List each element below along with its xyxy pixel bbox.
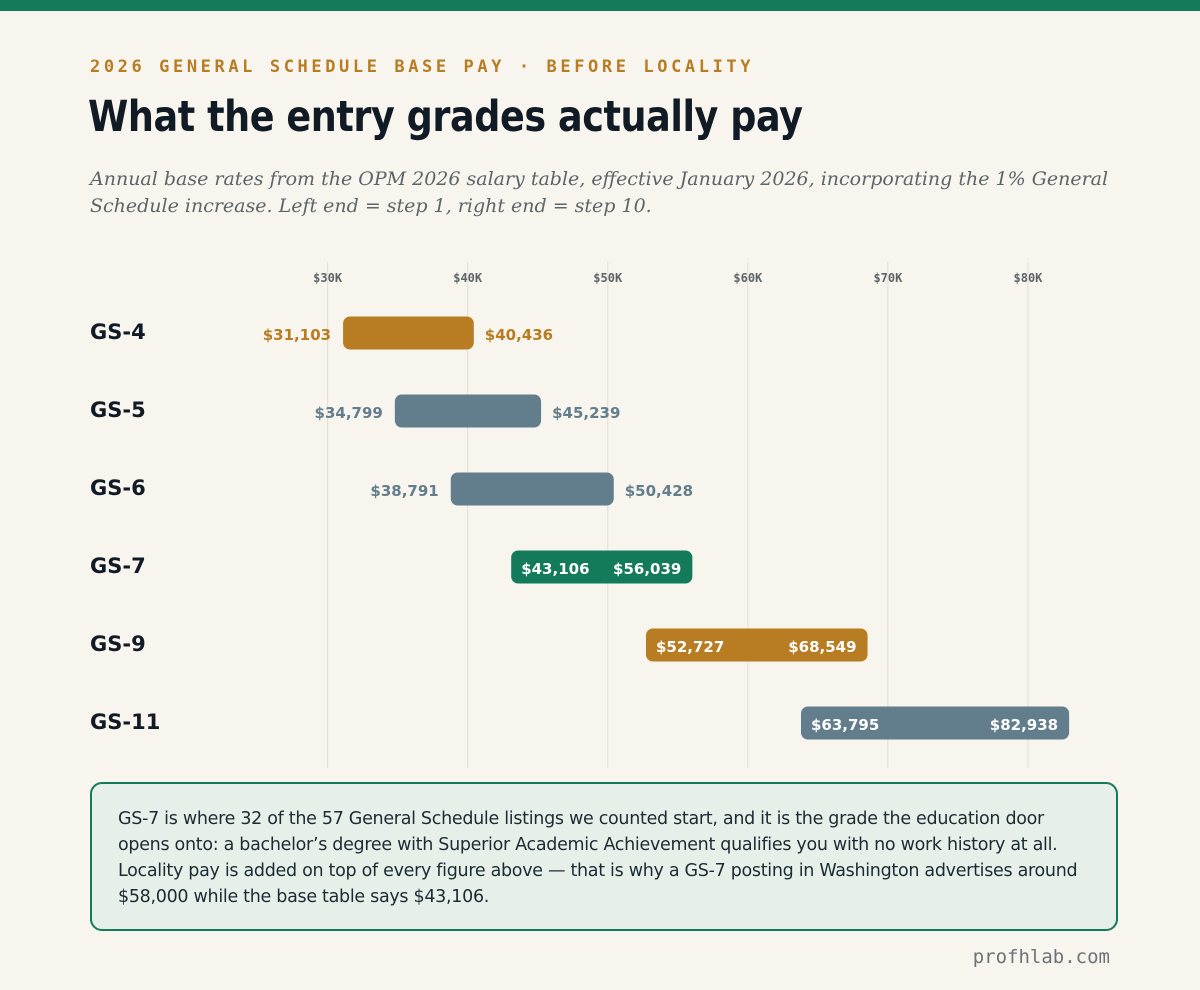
bars: GS-4 $31,103 $40,436 GS-5 $34,799 $45,239 GS-6…: [90, 316, 1070, 740]
step1-value-label: $38,791: [370, 482, 438, 500]
x-tick-label: $30K: [313, 271, 343, 285]
grade-label: GS-7: [90, 554, 146, 578]
page-title: What the entry grades actually pay: [88, 92, 803, 142]
bar-row: GS-7 $43,106 $56,039: [90, 550, 693, 584]
range-bar: [450, 472, 614, 506]
step1-value-label: $31,103: [263, 326, 331, 344]
callout-note: GS-7 is where 32 of the 57 General Sched…: [90, 782, 1118, 931]
bar-row: GS-4 $31,103 $40,436: [90, 316, 553, 350]
range-bar: [645, 628, 868, 662]
bar-row: GS-9 $52,727 $68,549: [90, 628, 868, 662]
footer-site-link[interactable]: profhlab.com: [972, 946, 1110, 968]
step10-value-label: $45,239: [552, 404, 620, 422]
range-bar: [394, 394, 542, 428]
top-accent-bar: [0, 0, 1200, 11]
range-bar: [800, 706, 1070, 740]
x-tick-label: $60K: [733, 271, 763, 285]
range-bar: [511, 550, 693, 584]
bar-row: GS-6 $38,791 $50,428: [90, 472, 693, 506]
bar-row: GS-5 $34,799 $45,239: [90, 394, 620, 428]
range-bar-chart: $30K $40K $50K $60K $70K $80K GS-4 $31,103 $40,…: [90, 262, 1070, 768]
chart-subtitle: Annual base rates from the OPM 2026 sala…: [90, 168, 1109, 217]
grade-label: GS-4: [90, 320, 146, 344]
grade-label: GS-6: [90, 476, 146, 500]
range-bar: [343, 316, 474, 350]
step10-value-label: $68,549: [788, 638, 856, 656]
grade-label: GS-5: [90, 398, 146, 422]
x-tick-label: $70K: [873, 271, 903, 285]
step10-value-label: $40,436: [485, 326, 553, 344]
x-tick-label: $80K: [1014, 271, 1044, 285]
step1-value-label: $63,795: [811, 716, 879, 734]
step10-value-label: $50,428: [625, 482, 693, 500]
step1-value-label: $43,106: [521, 560, 589, 578]
bar-row: GS-11 $63,795 $82,938: [90, 706, 1070, 740]
x-axis-ticks: $30K $40K $50K $60K $70K $80K: [313, 271, 1043, 285]
step10-value-label: $56,039: [613, 560, 681, 578]
x-tick-label: $40K: [453, 271, 483, 285]
x-tick-label: $50K: [593, 271, 623, 285]
grade-label: GS-11: [90, 710, 160, 734]
eyebrow-label: 2026 GENERAL SCHEDULE BASE PAY · BEFORE …: [90, 57, 755, 77]
grade-label: GS-9: [90, 632, 146, 656]
grid-lines: [327, 262, 1029, 768]
step1-value-label: $52,727: [656, 638, 724, 656]
step1-value-label: $34,799: [315, 404, 383, 422]
step10-value-label: $82,938: [990, 716, 1058, 734]
